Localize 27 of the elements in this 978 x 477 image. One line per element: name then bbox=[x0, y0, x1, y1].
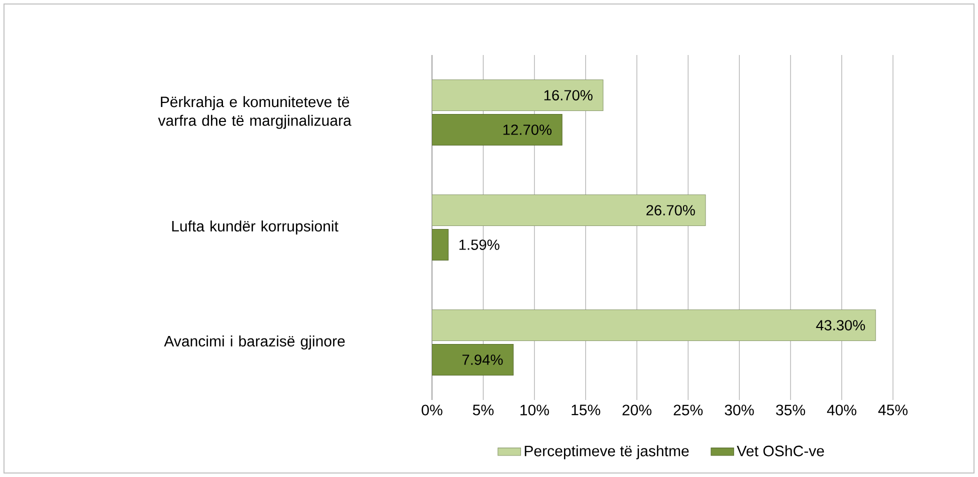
y-tick-label: Përkrahja e komuniteteve të varfra dhe të margjinalizuara bbox=[158, 96, 352, 129]
bar bbox=[432, 114, 562, 146]
bar bbox=[432, 79, 604, 112]
x-tick-label: 15% bbox=[572, 404, 600, 416]
data-label: 26.70% bbox=[646, 205, 695, 216]
data-label: 1.59% bbox=[459, 240, 500, 250]
x-tick-label: 40% bbox=[827, 404, 856, 416]
x-tick-label: 25% bbox=[674, 404, 703, 416]
data-label: 16.70% bbox=[544, 90, 592, 100]
x-tick-label: 20% bbox=[622, 404, 652, 416]
x-tick-label: 0% bbox=[422, 404, 442, 416]
data-label: 43.30% bbox=[816, 320, 865, 330]
bar bbox=[432, 194, 706, 226]
legend-label: Perceptimeve të jashtme bbox=[524, 445, 689, 460]
y-tick-label: Lufta kundër korrupsionit bbox=[172, 220, 338, 235]
x-tick-label: 35% bbox=[776, 404, 806, 416]
x-tick-label: 30% bbox=[724, 404, 754, 416]
x-tick-label: 10% bbox=[520, 404, 549, 416]
bar bbox=[432, 344, 514, 376]
data-label: 7.94% bbox=[462, 354, 503, 365]
bar bbox=[432, 228, 449, 261]
y-tick-label: Avancimi i barazisë gjinore bbox=[164, 335, 345, 350]
x-tick-label: 5% bbox=[472, 404, 494, 416]
legend-label: Vet OShC-ve bbox=[736, 445, 824, 456]
data-label: 12.70% bbox=[503, 124, 552, 135]
x-tick-label: 45% bbox=[878, 404, 908, 416]
bar bbox=[432, 309, 876, 342]
